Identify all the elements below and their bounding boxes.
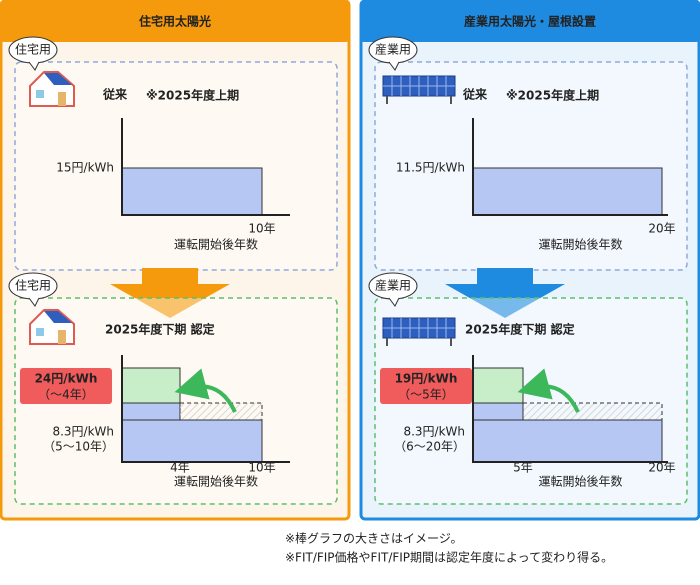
heading-note: ※2025年度上期 <box>506 88 599 103</box>
panel-stand <box>386 96 452 104</box>
high-bar <box>472 367 524 404</box>
low-sub: （5〜10年） <box>43 440 114 454</box>
high-label: 24円/kWh <box>35 372 98 386</box>
note: ※棒グラフの大きさはイメージ。 <box>285 532 462 546</box>
badge-text: 産業用 <box>375 42 411 57</box>
x-label: 20年 <box>648 461 675 475</box>
removed <box>179 402 263 421</box>
panel-header <box>0 0 350 42</box>
shift-arrow <box>517 368 580 413</box>
note: ※FIT/FIP価格やFIT/FIP期間は認定年度によって変わり得る。 <box>285 550 613 565</box>
low-sub: （6〜20年） <box>394 440 465 454</box>
x-label: 4年 <box>170 461 190 475</box>
heading: 従来 <box>462 87 488 102</box>
low-bar <box>121 419 263 463</box>
bar <box>121 167 263 216</box>
low-label: 8.3円/kWh <box>52 425 114 439</box>
before-box <box>374 61 688 271</box>
axis-title: 運転開始後年数 <box>174 474 258 489</box>
high-bar <box>121 367 181 404</box>
high-sub: （〜5年） <box>398 388 454 402</box>
window <box>36 328 44 336</box>
high-label-box <box>380 368 472 404</box>
high-label-box <box>20 368 112 404</box>
shift-arrow <box>174 368 237 413</box>
high-sub: （〜4年） <box>38 388 94 402</box>
badge-tail <box>388 297 400 307</box>
y-label: 15円/kWh <box>56 161 114 175</box>
heading: 2025年度下期 認定 <box>105 322 215 337</box>
axes <box>121 118 290 216</box>
axes <box>472 118 668 216</box>
axis-title: 運転開始後年数 <box>538 474 622 489</box>
axes <box>472 355 668 463</box>
y-label: 11.5円/kWh <box>396 161 465 175</box>
low-label: 8.3円/kWh <box>403 425 465 439</box>
down-arrow <box>445 268 565 318</box>
heading: 従来 <box>102 87 128 102</box>
badge-text: 住宅用 <box>15 42 51 57</box>
badge-tail <box>28 297 40 307</box>
x-label: 10年 <box>248 222 275 236</box>
high-label: 19円/kWh <box>395 372 458 386</box>
badge-text: 産業用 <box>375 278 411 293</box>
x-label: 20年 <box>648 222 675 236</box>
axis-title: 運転開始後年数 <box>174 237 258 252</box>
removed <box>522 402 663 421</box>
axes <box>121 355 290 463</box>
solar-roof <box>44 311 72 323</box>
high-base <box>121 402 181 421</box>
solar-roof <box>44 73 72 85</box>
badge-tail <box>388 61 400 71</box>
axis-title: 運転開始後年数 <box>538 237 622 252</box>
x-label: 5年 <box>513 461 533 475</box>
low-bar <box>472 419 663 463</box>
door <box>58 92 66 106</box>
heading-note: ※2025年度上期 <box>146 88 239 103</box>
panel-title: 産業用太陽光・屋根設置 <box>464 14 596 29</box>
window <box>36 90 44 98</box>
x-label: 10年 <box>248 461 275 475</box>
high-base <box>472 402 524 421</box>
badge-text: 住宅用 <box>15 278 51 293</box>
panel-title: 住宅用太陽光 <box>139 14 211 29</box>
down-arrow <box>110 268 230 318</box>
panel-header <box>360 0 700 42</box>
door <box>58 330 66 344</box>
badge-tail <box>28 61 40 71</box>
panel-stand <box>386 338 452 346</box>
heading: 2025年度下期 認定 <box>465 322 575 337</box>
bar <box>472 167 663 216</box>
